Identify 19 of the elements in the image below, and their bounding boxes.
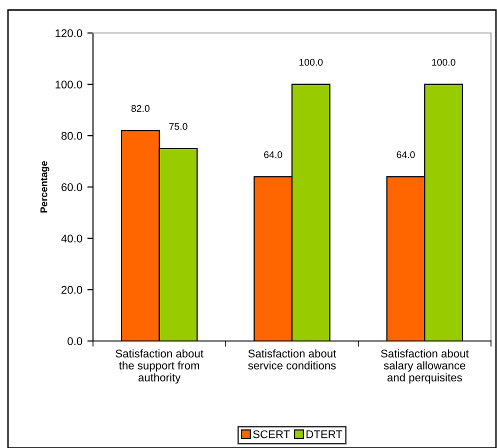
y-tick-label: 40.0	[61, 234, 82, 242]
y-tick-label: 120.0	[56, 29, 82, 38]
data-label: 82.0	[131, 105, 150, 112]
y-axis-title: Percentage	[40, 161, 50, 213]
legend-label: DTERT	[306, 430, 342, 438]
data-label: 100.0	[432, 58, 456, 66]
x-tick-label: Satisfaction about the support from authority	[116, 349, 204, 384]
y-tick-label: 100.0	[56, 80, 82, 88]
x-tick-label: Satisfaction about salary allowance and perquisites	[381, 349, 469, 384]
x-tick-label: Satisfaction about service conditions	[248, 349, 336, 370]
data-label: 75.0	[169, 123, 188, 130]
y-tick-label: 0.0	[68, 337, 82, 346]
data-label: 100.0	[299, 58, 323, 66]
data-label: 64.0	[396, 151, 415, 158]
legend-label: SCERT	[253, 430, 290, 438]
y-tick-label: 60.0	[62, 183, 82, 192]
y-tick-label: 20.0	[62, 286, 82, 294]
data-label: 64.0	[264, 151, 282, 158]
y-tick-label: 80.0	[61, 132, 82, 140]
